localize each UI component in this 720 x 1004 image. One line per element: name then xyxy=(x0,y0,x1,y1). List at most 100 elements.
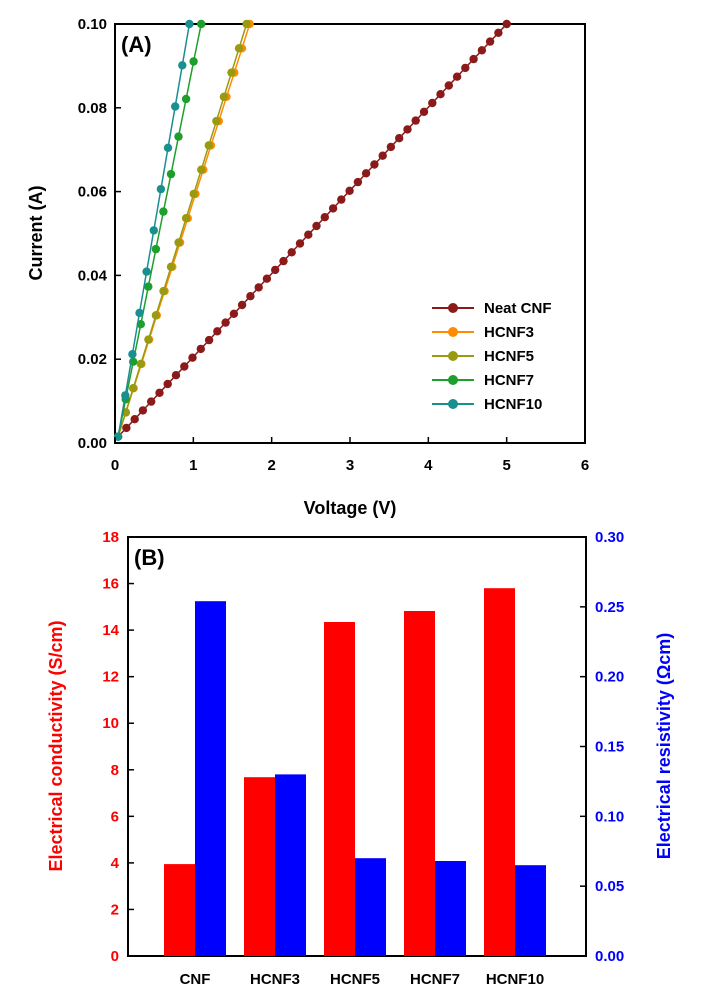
data-point-neat-cnf xyxy=(419,107,429,117)
panel-a-x-tick-label: 2 xyxy=(267,457,275,474)
panel-b-right-tick-label: 0.00 xyxy=(595,948,624,965)
data-point-neat-cnf xyxy=(254,283,263,292)
panel-b-right-tick-label: 0.25 xyxy=(595,599,624,616)
data-point-hcnf7 xyxy=(166,169,176,179)
series-hcnf5 xyxy=(113,19,251,441)
legend-label: HCNF5 xyxy=(484,348,534,365)
data-point-neat-cnf xyxy=(171,371,181,380)
data-point-hcnf5 xyxy=(159,286,168,296)
data-point-hcnf10 xyxy=(156,184,166,194)
bar-resistivity-hcnf7 xyxy=(435,861,466,956)
bar-group-hcnf5 xyxy=(324,622,386,956)
data-point-hcnf5 xyxy=(181,214,191,223)
panel-a-y-tick-label: 0.06 xyxy=(78,184,107,201)
panel-b-bars-layer xyxy=(164,588,546,956)
data-point-hcnf7 xyxy=(197,19,206,29)
panel-b-x-axis: CNF HCNF3 HCNF5 HCNF7 HCNF10 xyxy=(180,971,545,988)
bar-resistivity-hcnf5 xyxy=(355,858,386,956)
data-point-neat-cnf xyxy=(237,300,247,310)
bar-conductivity-hcnf5 xyxy=(324,622,355,956)
panel-b-left-y-axis: 0 2 4 6 8 10 12 14 16 18 xyxy=(102,529,134,965)
panel-a-label: (A) xyxy=(121,32,152,57)
panel-a-legend: Neat CNF HCNF3 HCNF5 HCNF7 HCNF10 xyxy=(432,300,552,413)
panel-a-y-tick-label: 0.02 xyxy=(78,351,107,368)
legend-label: HCNF10 xyxy=(484,396,542,413)
data-point-hcnf7 xyxy=(151,244,161,254)
category-label-cnf: CNF xyxy=(180,971,211,988)
panel-b-left-tick-label: 16 xyxy=(102,576,119,593)
data-point-hcnf7 xyxy=(181,94,191,104)
data-point-neat-cnf xyxy=(328,204,338,213)
data-point-hcnf5 xyxy=(151,311,161,320)
data-point-neat-cnf xyxy=(229,309,239,318)
legend-entry-hcnf10: HCNF10 xyxy=(432,396,542,413)
bar-group-cnf xyxy=(164,601,226,956)
panel-a-x-tick-label: 6 xyxy=(581,457,589,474)
data-point-hcnf5 xyxy=(144,335,153,344)
bar-conductivity-cnf xyxy=(164,864,195,956)
data-point-hcnf5 xyxy=(174,238,183,247)
legend-label: Neat CNF xyxy=(484,300,552,317)
data-point-hcnf5 xyxy=(212,116,221,126)
data-point-neat-cnf xyxy=(436,90,445,99)
data-point-hcnf5 xyxy=(227,68,236,77)
data-point-neat-cnf xyxy=(345,186,354,195)
data-point-hcnf5 xyxy=(189,189,198,199)
data-point-neat-cnf xyxy=(188,353,197,362)
bar-group-hcnf3 xyxy=(244,774,306,956)
data-point-neat-cnf xyxy=(444,81,453,90)
panel-b-label: (B) xyxy=(134,545,165,570)
panel-b-left-tick-label: 8 xyxy=(111,762,119,779)
data-point-neat-cnf xyxy=(411,116,420,125)
panel-b-right-tick-label: 0.10 xyxy=(595,808,624,825)
data-point-neat-cnf xyxy=(428,98,437,108)
panel-b-right-axis-title: Electrical resistivity (Ωcm) xyxy=(654,633,674,860)
panel-a-x-tick-label: 0 xyxy=(111,457,119,474)
data-point-hcnf5 xyxy=(219,92,229,102)
data-point-hcnf7 xyxy=(189,57,198,66)
panel-b-right-tick-label: 0.15 xyxy=(595,739,624,756)
data-point-neat-cnf xyxy=(337,195,346,204)
category-label-hcnf5: HCNF5 xyxy=(330,971,380,988)
data-point-neat-cnf xyxy=(386,142,396,152)
panel-a-x-tick-label: 3 xyxy=(346,457,354,474)
legend-label: HCNF3 xyxy=(484,324,534,341)
data-point-neat-cnf xyxy=(213,327,222,336)
data-point-neat-cnf xyxy=(295,239,305,248)
series-line-hcnf7 xyxy=(117,23,202,437)
legend-entry-hcnf3: HCNF3 xyxy=(432,324,534,341)
data-point-hcnf7 xyxy=(144,282,153,291)
data-point-hcnf10 xyxy=(171,102,180,111)
data-point-hcnf5 xyxy=(166,262,176,271)
legend-entry-hcnf5: HCNF5 xyxy=(432,348,534,365)
panel-b-left-tick-label: 14 xyxy=(102,622,119,639)
panel-a-y-axis-title: Current (A) xyxy=(26,186,46,281)
data-point-hcnf10 xyxy=(142,267,151,276)
bar-resistivity-hcnf10 xyxy=(515,865,546,956)
category-label-hcnf10: HCNF10 xyxy=(486,971,544,988)
data-point-hcnf10 xyxy=(178,61,187,70)
data-point-hcnf10 xyxy=(121,391,130,400)
bar-conductivity-hcnf10 xyxy=(484,588,515,956)
bar-group-hcnf7 xyxy=(404,611,466,956)
data-point-neat-cnf xyxy=(370,160,379,169)
data-point-neat-cnf xyxy=(180,362,189,371)
series-line-hcnf5 xyxy=(117,23,248,437)
bar-group-hcnf10 xyxy=(484,588,546,956)
data-point-neat-cnf xyxy=(494,28,503,37)
data-point-hcnf5 xyxy=(242,19,251,29)
legend-marker xyxy=(448,351,458,361)
legend-entry-hcnf7: HCNF7 xyxy=(432,372,534,389)
data-point-neat-cnf xyxy=(378,151,387,160)
panel-a-series-layer xyxy=(113,19,511,441)
data-point-neat-cnf xyxy=(403,125,412,134)
panel-b-right-tick-label: 0.30 xyxy=(595,529,624,546)
data-point-neat-cnf xyxy=(469,54,478,64)
data-point-neat-cnf xyxy=(246,292,255,301)
data-point-neat-cnf xyxy=(163,379,172,389)
data-point-neat-cnf xyxy=(502,19,511,29)
data-point-neat-cnf xyxy=(221,318,230,327)
data-point-neat-cnf xyxy=(138,406,148,415)
